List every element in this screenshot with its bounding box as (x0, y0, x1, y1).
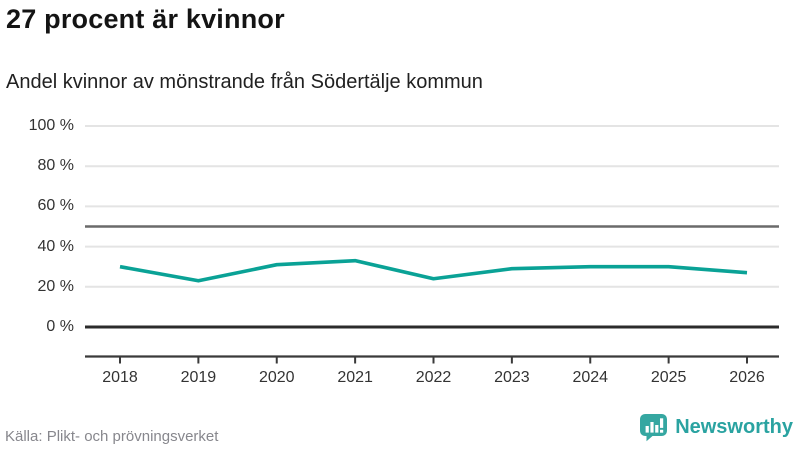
y-axis-label: 40 % (37, 237, 74, 255)
x-axis-label: 2022 (415, 369, 452, 386)
x-axis-label: 2020 (258, 369, 295, 386)
x-axis-label: 2023 (494, 369, 530, 386)
newsworthy-wordmark: Newsworthy (675, 416, 793, 438)
x-axis-label: 2024 (572, 369, 609, 386)
x-axis-label: 2019 (180, 369, 217, 386)
y-axis-label: 0 % (46, 318, 74, 335)
x-axis-label: 2026 (729, 369, 765, 386)
x-axis-label: 2021 (337, 369, 373, 386)
y-axis-label: 100 % (28, 117, 74, 134)
chart-subtitle: Andel kvinnor av mönstrande från Södertä… (6, 71, 483, 93)
newsworthy-logo: Newsworthy (639, 413, 793, 442)
x-axis-label: 2018 (102, 369, 138, 386)
y-axis-label: 60 % (37, 197, 74, 215)
source-note: Källa: Plikt- och prövningsverket (5, 428, 219, 445)
trend-line (119, 258, 748, 283)
chart-title: 27 procent är kvinnor (6, 4, 285, 34)
x-axis-label: 2025 (650, 369, 687, 386)
y-axis-label: 80 % (37, 157, 74, 175)
newsworthy-bubble-chart-icon (640, 414, 668, 442)
y-axis-label: 20 % (37, 277, 74, 295)
